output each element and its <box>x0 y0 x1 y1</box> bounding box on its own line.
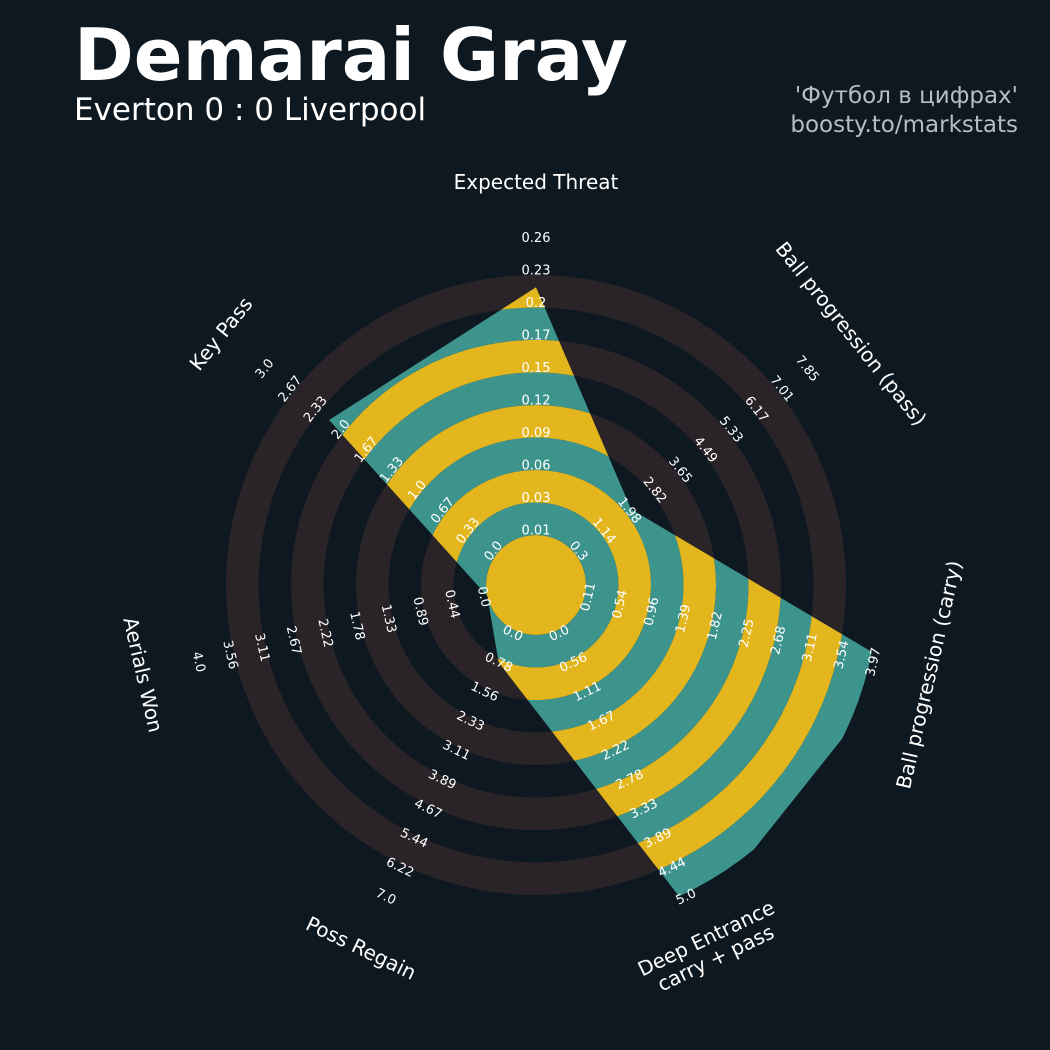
tick-label: 0.44 <box>441 588 462 620</box>
tick-label: 2.68 <box>768 625 789 657</box>
tick-label: 1.82 <box>705 610 726 642</box>
tick-label: 0.09 <box>522 426 551 441</box>
axis-label: Poss Regain <box>302 911 420 984</box>
tick-label: 0.2 <box>526 296 547 311</box>
tick-label: 0.06 <box>522 459 551 474</box>
tick-label: 1.33 <box>378 603 399 635</box>
tick-label: 2.25 <box>737 617 758 649</box>
tick-label: 0.54 <box>610 588 631 620</box>
tick-label: 2.67 <box>283 625 304 657</box>
tick-label: 0.0 <box>474 585 493 609</box>
axis-label: Aerials Won <box>118 615 168 735</box>
tick-label: 0.03 <box>522 491 551 506</box>
tick-label: 2.22 <box>314 617 335 649</box>
data-polygon <box>329 287 879 921</box>
tick-label: 1.39 <box>673 603 694 635</box>
data-band <box>486 535 586 635</box>
tick-label: 7.85 <box>792 353 822 385</box>
credit-line-1: 'Футбол в цифрах' <box>794 83 1018 109</box>
axis-label: Key Pass <box>184 292 257 375</box>
tick-label: 0.26 <box>522 231 551 246</box>
chart-subtitle: Everton 0 : 0 Liverpool <box>74 92 427 128</box>
axis-label: Ball progression (carry) <box>891 558 966 791</box>
data-band <box>453 502 619 668</box>
credit-block: 'Футбол в цифрах' boosty.to/markstats <box>790 82 1018 140</box>
chart-title: Demarai Gray <box>74 13 628 97</box>
tick-label: 1.78 <box>346 610 367 642</box>
tick-label: 4.0 <box>189 650 208 674</box>
tick-label: 0.01 <box>522 524 551 539</box>
tick-label: 7.0 <box>373 886 398 908</box>
tick-label: 3.97 <box>863 646 884 678</box>
tick-label: 0.15 <box>522 361 551 376</box>
axis-label: Deep Entrancecarry + pass <box>634 895 788 1001</box>
tick-label: 0.23 <box>522 264 551 279</box>
tick-label: 0.11 <box>578 581 599 613</box>
tick-label: 0.17 <box>522 329 551 344</box>
credit-line-2: boosty.to/markstats <box>790 112 1018 138</box>
tick-label: 0.12 <box>522 394 551 409</box>
tick-label: 0.96 <box>641 596 662 628</box>
tick-label: 3.11 <box>251 632 272 664</box>
axis-label: Ball progression (pass) <box>771 237 932 430</box>
tick-label: 3.0 <box>253 356 278 382</box>
tick-label: 0.89 <box>409 596 430 628</box>
tick-label: 3.56 <box>219 639 240 671</box>
axis-label: Expected Threat <box>454 170 619 194</box>
tick-label: 3.54 <box>832 639 853 671</box>
tick-label: 3.11 <box>800 632 821 664</box>
